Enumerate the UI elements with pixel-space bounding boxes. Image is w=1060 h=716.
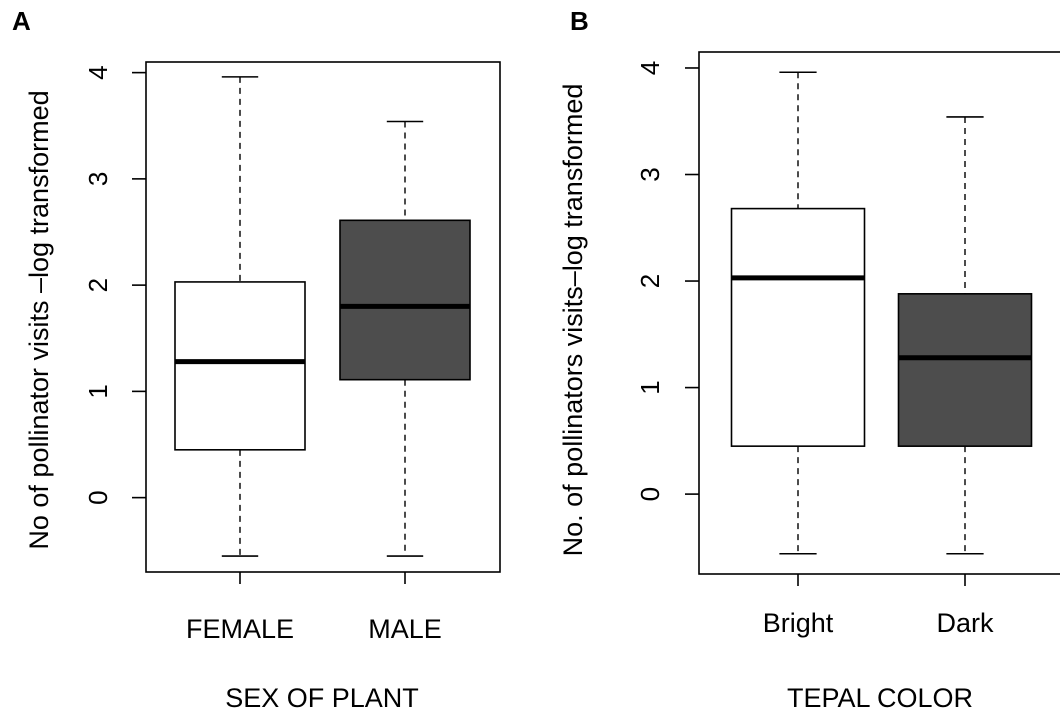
panel-b-ylabel: No. of pollinators visits–log transforme… — [558, 84, 588, 557]
y-tick-label: 3 — [83, 172, 113, 186]
panel-a-letter: A — [12, 6, 31, 36]
y-tick-label: 3 — [635, 167, 665, 181]
box-male — [339, 120, 471, 557]
box-dark — [897, 116, 1033, 555]
y-tick-label: 2 — [83, 278, 113, 292]
iqr-box — [339, 219, 471, 381]
y-tick-label: 0 — [635, 487, 665, 501]
plot-frame — [698, 51, 1060, 575]
panel-a-ylabel: No of pollinator visits –log transformed — [24, 90, 54, 549]
x-tick-label-dark: Dark — [936, 608, 994, 638]
x-tick-label-bright: Bright — [763, 608, 834, 638]
y-tick-label: 0 — [83, 490, 113, 504]
y-tick-label: 4 — [635, 61, 665, 75]
y-tick-label: 1 — [635, 380, 665, 394]
x-tick-label-female: FEMALE — [186, 614, 294, 644]
box-bright — [730, 71, 866, 555]
box-female — [174, 76, 306, 557]
panel-a-xlabel: SEX OF PLANT — [225, 683, 419, 713]
panel-b-xlabel: TEPAL COLOR — [787, 683, 973, 713]
panel-a: A No of pollinator visits –log transform… — [12, 6, 501, 713]
x-tick-label-male: MALE — [368, 614, 442, 644]
iqr-box — [174, 281, 306, 451]
y-tick-label: 4 — [83, 65, 113, 79]
panel-b-letter: B — [570, 6, 589, 36]
panel-b: B No. of pollinators visits–log transfor… — [558, 6, 1060, 713]
plot-frame — [145, 61, 501, 573]
y-tick-label: 2 — [635, 274, 665, 288]
y-tick-label: 1 — [83, 384, 113, 398]
iqr-box — [730, 207, 866, 447]
iqr-box — [897, 293, 1033, 447]
